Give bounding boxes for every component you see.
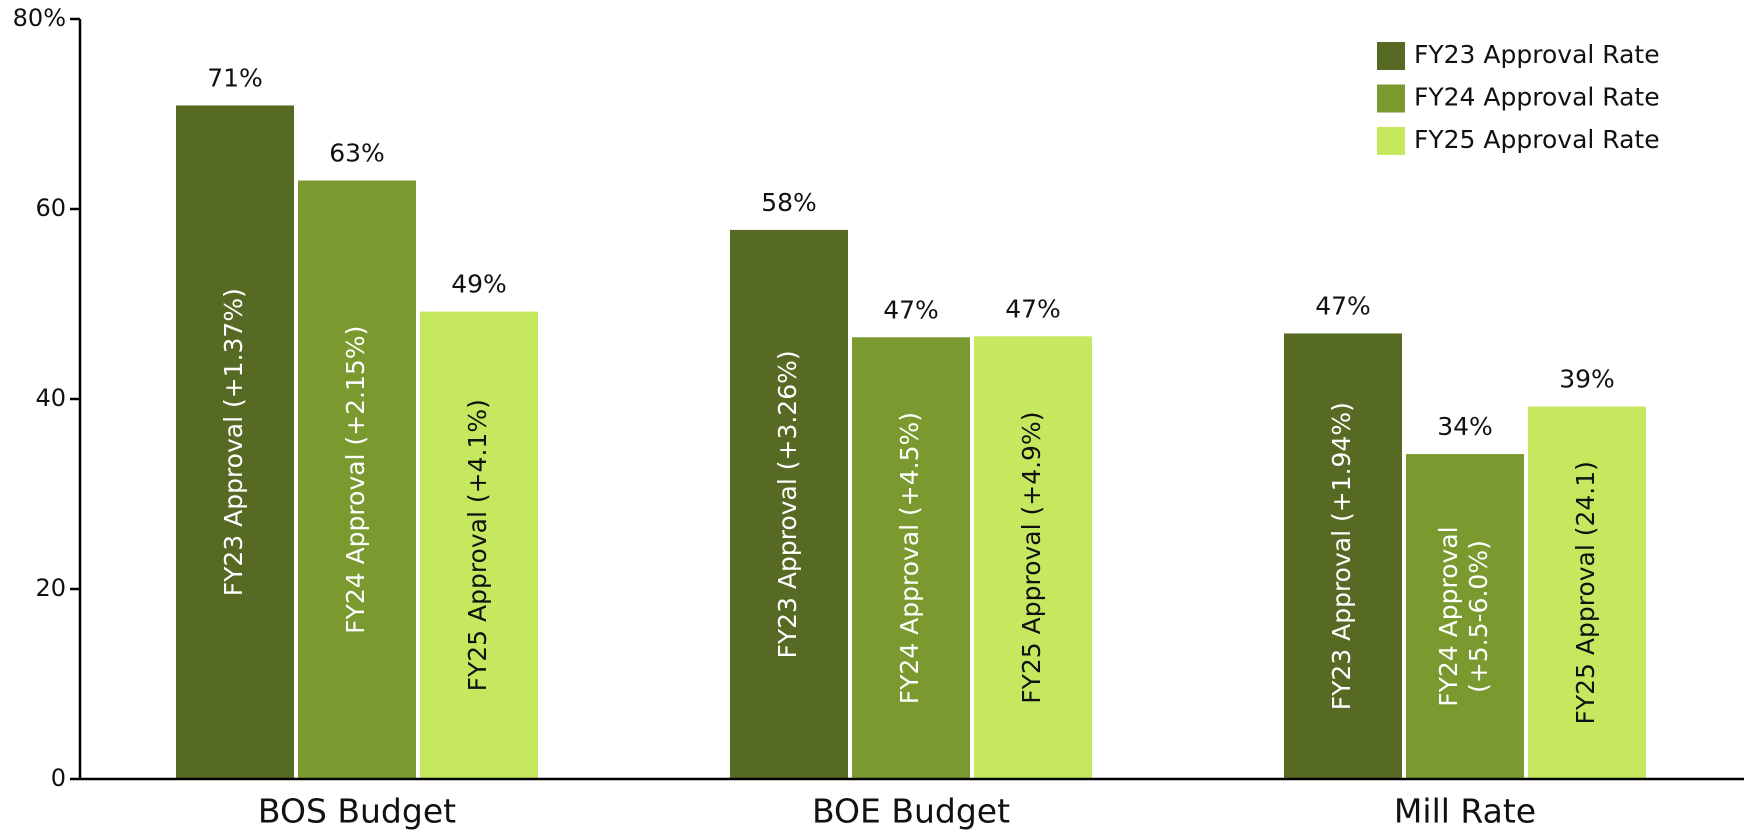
legend-swatch — [1377, 127, 1405, 155]
bar-annotation: FY23 Approval (+3.26%) — [773, 350, 802, 658]
legend-label: FY23 Approval Rate — [1414, 40, 1660, 69]
bar-annotation: FY25 Approval (24.1) — [1571, 461, 1600, 724]
y-tick-label: 80% — [13, 4, 66, 32]
bar-annotation: FY24 Approval (+4.5%) — [895, 412, 924, 704]
bar-annotation: FY23 Approval (+1.37%) — [219, 288, 248, 596]
data-label: 71% — [207, 63, 263, 92]
x-tick-label: BOE Budget — [812, 792, 1010, 831]
data-label: 34% — [1437, 412, 1493, 441]
bar-annotation: FY24 Approval — [1434, 526, 1463, 706]
data-label: 47% — [1005, 294, 1061, 323]
bar — [730, 229, 848, 779]
x-tick-label: Mill Rate — [1394, 792, 1536, 831]
x-tick-label: BOS Budget — [258, 792, 456, 831]
bar — [852, 337, 970, 779]
data-label: 49% — [451, 270, 507, 299]
legend-swatch — [1377, 42, 1405, 70]
bar-annotation: FY25 Approval (+4.1%) — [463, 399, 492, 691]
data-label: 63% — [329, 139, 385, 168]
bar — [176, 105, 294, 779]
y-tick-label: 40 — [35, 384, 66, 412]
bar — [1528, 406, 1646, 779]
y-tick-label: 20 — [35, 574, 66, 602]
bar-annotation: FY25 Approval (+4.9%) — [1017, 412, 1046, 704]
legend-label: FY24 Approval Rate — [1414, 83, 1660, 112]
y-tick-label: 60 — [35, 194, 66, 222]
data-label: 47% — [1315, 291, 1371, 320]
legend-label: FY25 Approval Rate — [1414, 125, 1660, 154]
bar-annotation: FY23 Approval (+1.94%) — [1327, 402, 1356, 710]
legend-swatch — [1377, 84, 1405, 113]
bar — [1284, 333, 1402, 779]
data-label: 47% — [883, 295, 939, 324]
y-tick-label: 0 — [51, 764, 66, 792]
bar — [1406, 454, 1524, 779]
bar — [298, 180, 416, 779]
bar-annotation: (+5.5-6.0%) — [1464, 540, 1493, 693]
bar — [974, 336, 1092, 779]
bar-annotation: FY24 Approval (+2.15%) — [341, 326, 370, 634]
data-label: 58% — [761, 188, 817, 217]
data-label: 39% — [1559, 365, 1615, 394]
bar — [420, 311, 538, 779]
